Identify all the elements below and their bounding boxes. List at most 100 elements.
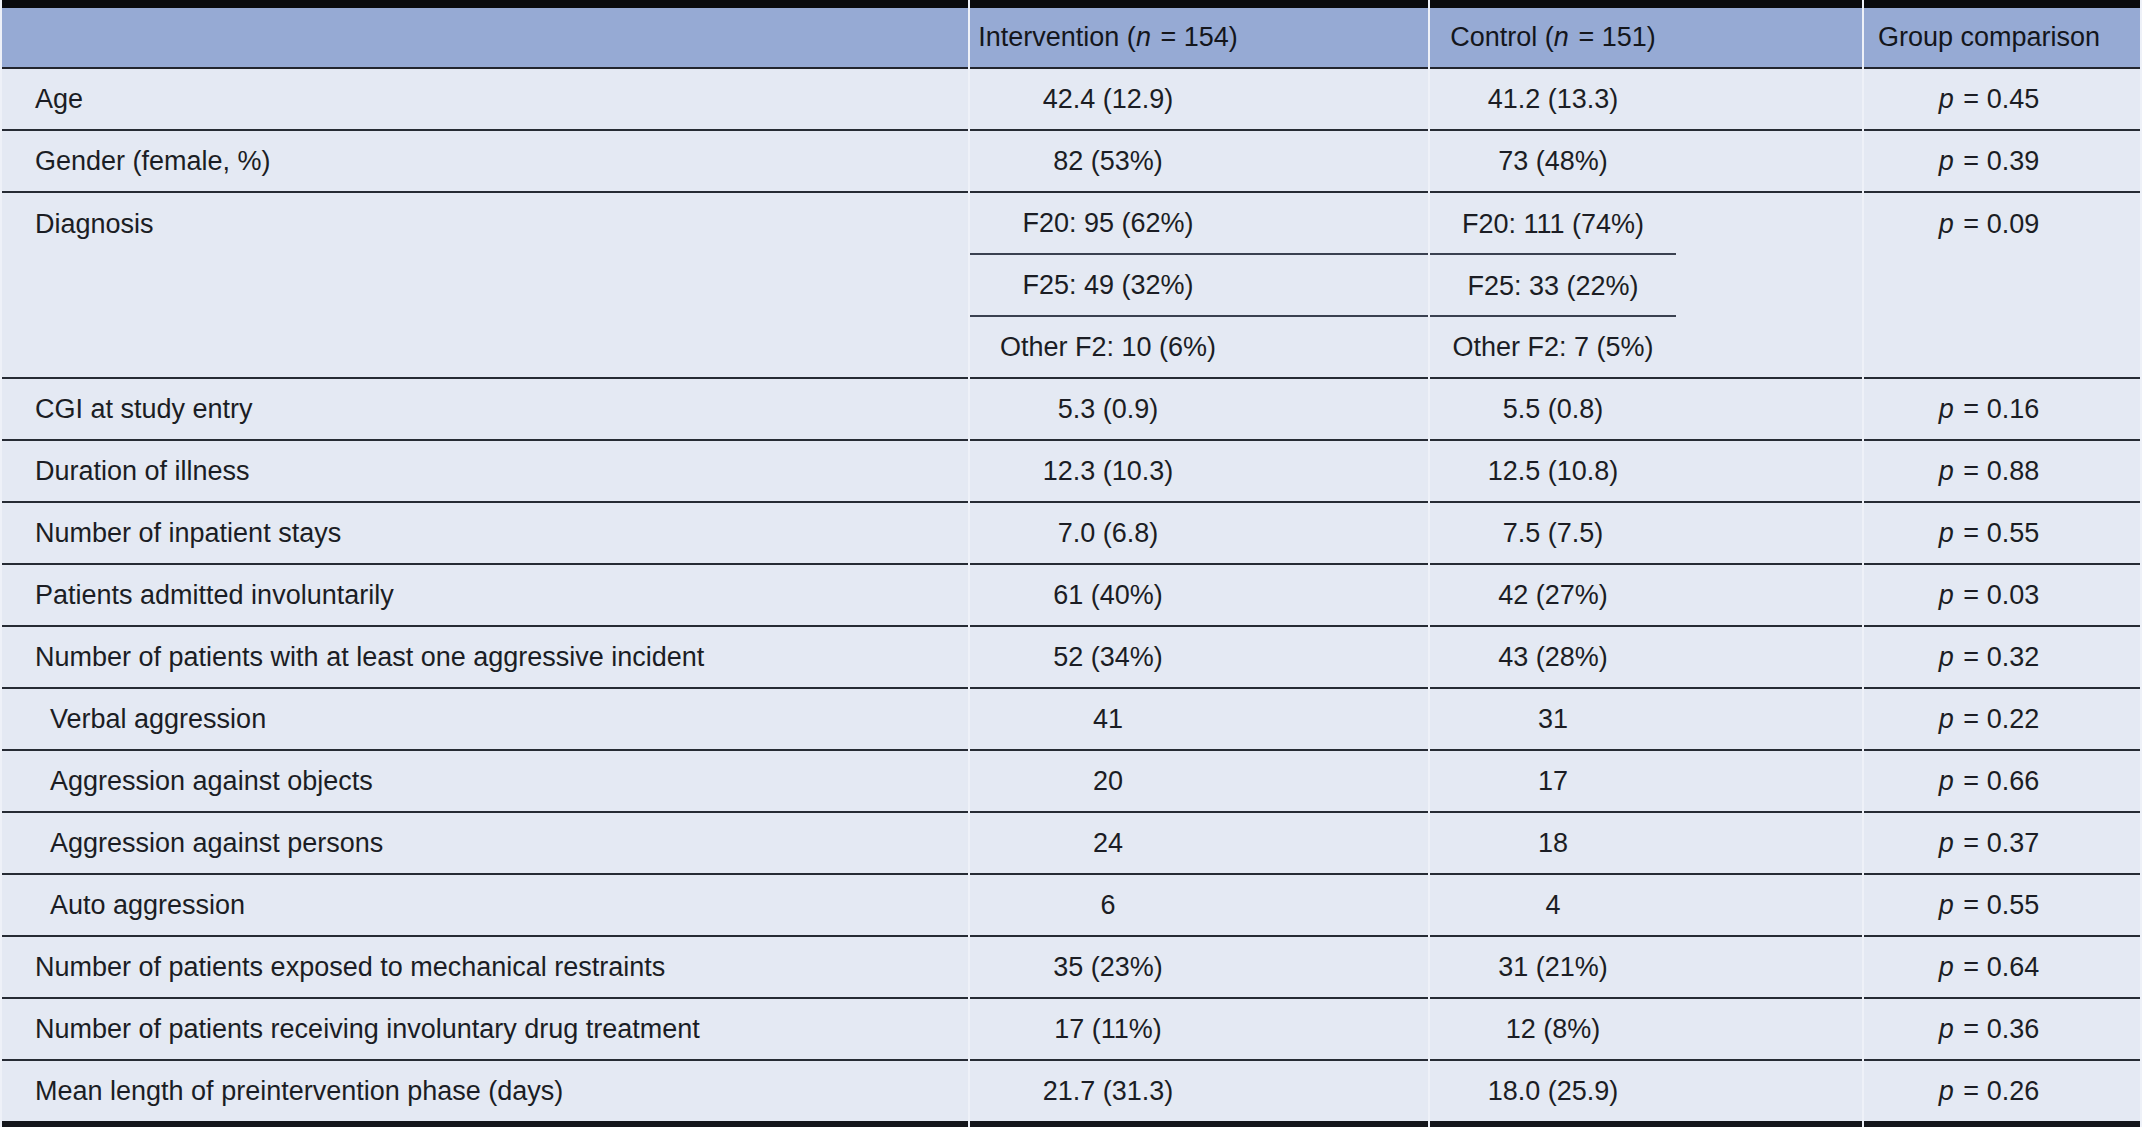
control-value: 43 (28%): [1430, 627, 1862, 689]
intervention-value: 35 (23%): [970, 937, 1428, 999]
p-symbol: p: [1939, 1014, 1956, 1044]
row-label: Verbal aggression: [2, 689, 968, 751]
intervention-value: 41: [970, 689, 1428, 751]
row-label: Aggression against persons: [2, 813, 968, 875]
table-row-preintervention-phase: Mean length of preintervention phase (da…: [2, 1061, 2140, 1127]
intervention-value: 24: [970, 813, 1428, 875]
row-label: Number of patients receiving involuntary…: [2, 999, 968, 1061]
control-value: 31: [1430, 689, 1862, 751]
header-spacer-cell: [2, 0, 968, 69]
p-symbol: p: [1939, 952, 1956, 982]
n-symbol: n: [1136, 22, 1153, 52]
table-row-aggressive-incident: Number of patients with at least one agg…: [2, 627, 2140, 689]
control-value: 12.5 (10.8): [1430, 441, 1862, 503]
control-value: 5.5 (0.8): [1430, 379, 1862, 441]
intervention-value: 42.4 (12.9): [970, 69, 1428, 131]
row-label: Mean length of preintervention phase (da…: [2, 1061, 968, 1127]
intervention-value: 12.3 (10.3): [970, 441, 1428, 503]
intervention-value: 20: [970, 751, 1428, 813]
table-row-inpatient-stays: Number of inpatient stays 7.0 (6.8) 7.5 …: [2, 503, 2140, 565]
intervention-value: 7.0 (6.8): [970, 503, 1428, 565]
control-value: F20: 111 (74%): [1430, 193, 1862, 255]
p-value: p = 0.88: [1864, 441, 2140, 503]
p-symbol: p: [1939, 1076, 1956, 1106]
table-row-mechanical-restraints: Number of patients exposed to mechanical…: [2, 937, 2140, 999]
p-value: p = 0.55: [1864, 503, 2140, 565]
control-value: 7.5 (7.5): [1430, 503, 1862, 565]
intervention-value: 61 (40%): [970, 565, 1428, 627]
table-row-involuntary-admission: Patients admitted involuntarily 61 (40%)…: [2, 565, 2140, 627]
row-label: Patients admitted involuntarily: [2, 565, 968, 627]
row-label: Number of inpatient stays: [2, 503, 968, 565]
intervention-value: 6: [970, 875, 1428, 937]
control-value: 18: [1430, 813, 1862, 875]
row-label: Age: [2, 69, 968, 131]
p-value: p = 0.36: [1864, 999, 2140, 1061]
p-value: p = 0.45: [1864, 69, 2140, 131]
p-value: p = 0.32: [1864, 627, 2140, 689]
row-label: Auto aggression: [2, 875, 968, 937]
table-row-gender: Gender (female, %) 82 (53%) 73 (48%) p =…: [2, 131, 2140, 193]
p-value: p = 0.03: [1864, 565, 2140, 627]
p-symbol: p: [1939, 890, 1956, 920]
p-value: p = 0.66: [1864, 751, 2140, 813]
p-symbol: p: [1939, 456, 1956, 486]
p-symbol: p: [1939, 766, 1956, 796]
table-row-verbal-aggression: Verbal aggression 41 31 p = 0.22: [2, 689, 2140, 751]
control-value: 31 (21%): [1430, 937, 1862, 999]
header-control-text: Control (: [1450, 22, 1554, 52]
control-value: 73 (48%): [1430, 131, 1862, 193]
intervention-value: F25: 49 (32%): [970, 255, 1428, 317]
p-symbol: p: [1939, 84, 1956, 114]
control-value: Other F2: 7 (5%): [1430, 317, 1862, 379]
p-value: p = 0.64: [1864, 937, 2140, 999]
table-header: Intervention (n = 154) Control (n = 151)…: [2, 0, 2140, 69]
p-symbol: p: [1939, 580, 1956, 610]
table-row-cgi: CGI at study entry 5.3 (0.9) 5.5 (0.8) p…: [2, 379, 2140, 441]
control-value: 42 (27%): [1430, 565, 1862, 627]
intervention-value: 17 (11%): [970, 999, 1428, 1061]
p-symbol: p: [1939, 518, 1956, 548]
header-intervention-text: Intervention (: [978, 22, 1136, 52]
p-value: p = 0.09: [1864, 193, 2140, 379]
n-symbol: n: [1554, 22, 1571, 52]
header-group-comparison: Group comparison: [1864, 0, 2140, 69]
row-label: Number of patients exposed to mechanical…: [2, 937, 968, 999]
header-control: Control (n = 151): [1430, 0, 1862, 69]
row-label: Aggression against objects: [2, 751, 968, 813]
control-value: 17: [1430, 751, 1862, 813]
intervention-value: F20: 95 (62%): [970, 193, 1428, 255]
p-value: p = 0.55: [1864, 875, 2140, 937]
table-row-aggression-objects: Aggression against objects 20 17 p = 0.6…: [2, 751, 2140, 813]
p-symbol: p: [1939, 642, 1956, 672]
row-label: CGI at study entry: [2, 379, 968, 441]
table-row-auto-aggression: Auto aggression 6 4 p = 0.55: [2, 875, 2140, 937]
baseline-characteristics-table: Intervention (n = 154) Control (n = 151)…: [0, 0, 2142, 1127]
intervention-value: Other F2: 10 (6%): [970, 317, 1428, 379]
header-row: Intervention (n = 154) Control (n = 151)…: [2, 0, 2140, 69]
p-symbol: p: [1939, 394, 1956, 424]
intervention-value: 82 (53%): [970, 131, 1428, 193]
intervention-value: 21.7 (31.3): [970, 1061, 1428, 1127]
p-value: p = 0.37: [1864, 813, 2140, 875]
row-label: Gender (female, %): [2, 131, 968, 193]
p-value: p = 0.26: [1864, 1061, 2140, 1127]
table-body: Age 42.4 (12.9) 41.2 (13.3) p = 0.45 Gen…: [2, 69, 2140, 1127]
p-value: p = 0.16: [1864, 379, 2140, 441]
table-row-age: Age 42.4 (12.9) 41.2 (13.3) p = 0.45: [2, 69, 2140, 131]
table-row-aggression-persons: Aggression against persons 24 18 p = 0.3…: [2, 813, 2140, 875]
intervention-value: 5.3 (0.9): [970, 379, 1428, 441]
control-value: 4: [1430, 875, 1862, 937]
table-row-duration: Duration of illness 12.3 (10.3) 12.5 (10…: [2, 441, 2140, 503]
header-intervention: Intervention (n = 154): [970, 0, 1428, 69]
control-value: F25: 33 (22%): [1430, 255, 1862, 317]
p-value: p = 0.39: [1864, 131, 2140, 193]
p-value: p = 0.22: [1864, 689, 2140, 751]
intervention-value: 52 (34%): [970, 627, 1428, 689]
control-value: 18.0 (25.9): [1430, 1061, 1862, 1127]
table-row-diagnosis-f20: Diagnosis F20: 95 (62%) F20: 111 (74%) p…: [2, 193, 2140, 255]
p-symbol: p: [1939, 146, 1956, 176]
control-value: 41.2 (13.3): [1430, 69, 1862, 131]
row-label: Diagnosis: [2, 193, 968, 379]
table-row-involuntary-drug-treatment: Number of patients receiving involuntary…: [2, 999, 2140, 1061]
